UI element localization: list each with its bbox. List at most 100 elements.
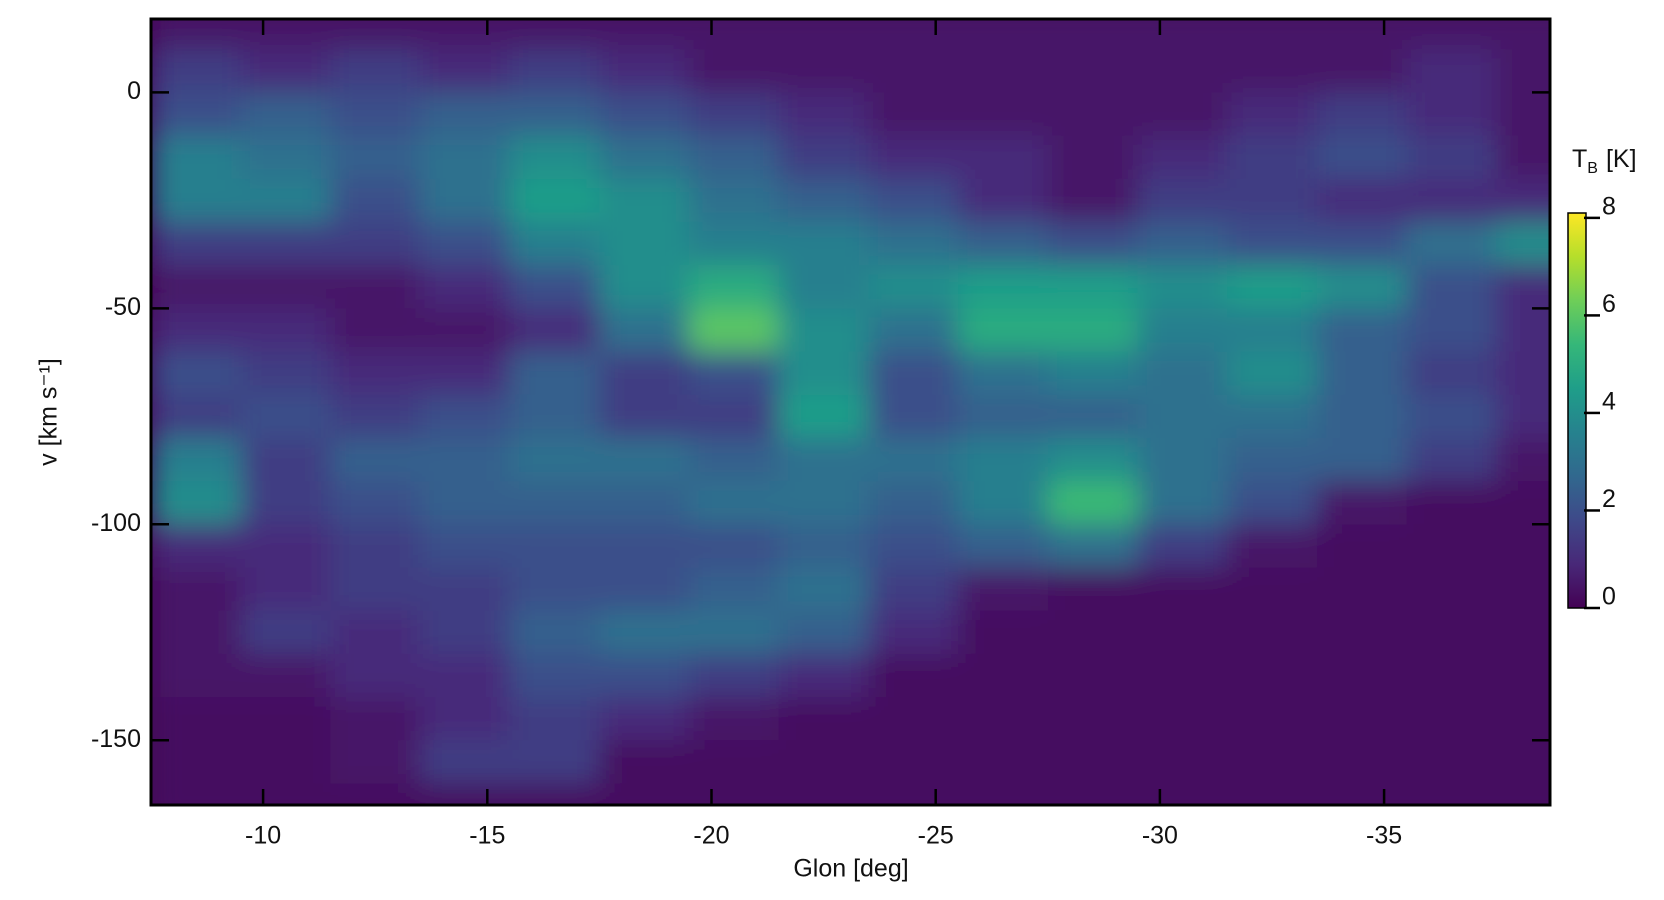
- heat-cell: [509, 437, 600, 482]
- heat-cell: [958, 308, 1049, 353]
- heat-cell: [240, 221, 331, 266]
- heat-cell: [868, 135, 959, 180]
- heat-cell: [1047, 178, 1138, 223]
- heat-cell: [689, 610, 780, 655]
- heat-cell: [1227, 221, 1318, 266]
- heat-cell: [868, 351, 959, 396]
- heat-cell: [1496, 740, 1550, 784]
- heat-cell: [868, 740, 959, 784]
- heat-cell: [1137, 92, 1228, 137]
- heat-cell: [1406, 567, 1497, 612]
- heat-cell: [958, 653, 1049, 698]
- heat-cell: [240, 524, 331, 568]
- heat-cell: [420, 394, 511, 439]
- heat-cell: [240, 351, 331, 396]
- heat-cell: [1047, 697, 1138, 741]
- heat-cell: [958, 610, 1049, 655]
- heat-cell: [778, 653, 869, 698]
- heat-cell: [868, 524, 959, 568]
- heat-cell: [868, 653, 959, 698]
- heat-cell: [1496, 221, 1550, 266]
- heat-cell: [1496, 783, 1550, 805]
- heat-cell: [1406, 178, 1497, 223]
- colorbar-label-sub: B: [1587, 160, 1598, 177]
- heat-cell: [1496, 308, 1550, 353]
- heat-cell: [1137, 19, 1228, 50]
- heat-cell: [689, 697, 780, 741]
- heat-cell: [240, 610, 331, 655]
- heat-cell: [689, 92, 780, 137]
- heat-cell: [1496, 394, 1550, 439]
- x-tick-label: -15: [469, 822, 505, 850]
- heat-cell: [240, 394, 331, 439]
- colorbar-tick-label: 2: [1602, 485, 1616, 513]
- heat-cell: [330, 221, 421, 266]
- heat-cell: [689, 740, 780, 784]
- heat-cell: [1137, 567, 1228, 612]
- heat-cell: [1316, 697, 1408, 741]
- heat-cell: [958, 783, 1049, 805]
- heat-cell: [689, 524, 780, 568]
- heat-cell: [599, 783, 690, 805]
- heat-cell: [1137, 481, 1228, 525]
- heat-cell: [1227, 394, 1318, 439]
- heat-cell: [330, 783, 421, 805]
- x-tick-label: -20: [693, 822, 729, 850]
- heat-cell: [1047, 653, 1138, 698]
- heat-cell: [1047, 610, 1138, 655]
- heat-cell: [1406, 524, 1497, 568]
- heat-cell: [1227, 265, 1318, 309]
- heat-cell: [958, 265, 1049, 309]
- heat-cell: [420, 610, 511, 655]
- heat-cell: [1047, 19, 1138, 50]
- heat-cell: [868, 697, 959, 741]
- heat-cell: [599, 265, 690, 309]
- heat-cell: [958, 437, 1049, 482]
- heat-cell: [420, 437, 511, 482]
- heat-cell: [330, 610, 421, 655]
- heat-cell: [420, 740, 511, 784]
- heat-cell: [330, 135, 421, 180]
- heat-cell: [420, 524, 511, 568]
- heat-cell: [1227, 437, 1318, 482]
- heat-cell: [1406, 265, 1497, 309]
- heat-cell: [958, 178, 1049, 223]
- heat-cell: [1137, 221, 1228, 266]
- heat-cell: [509, 265, 600, 309]
- heat-cell: [240, 135, 331, 180]
- heat-cell: [1406, 49, 1497, 93]
- heat-cell: [330, 481, 421, 525]
- heat-cell: [151, 308, 242, 353]
- heat-cell: [420, 308, 511, 353]
- heat-cell: [1406, 783, 1497, 805]
- heat-cell: [151, 351, 242, 396]
- heat-cell: [330, 19, 421, 50]
- heat-cell: [1316, 135, 1408, 180]
- heat-cell: [509, 567, 600, 612]
- heat-cell: [958, 524, 1049, 568]
- heat-cell: [778, 49, 869, 93]
- heat-cell: [1227, 697, 1318, 741]
- heat-cell: [151, 437, 242, 482]
- heat-cell: [509, 481, 600, 525]
- heat-cell: [330, 265, 421, 309]
- heat-cell: [1047, 783, 1138, 805]
- heat-cell: [151, 610, 242, 655]
- heat-cell: [1496, 178, 1550, 223]
- heat-cell: [599, 394, 690, 439]
- heat-cell: [1047, 221, 1138, 266]
- heat-cell: [240, 481, 331, 525]
- heat-cell: [1496, 135, 1550, 180]
- y-axis-label: v [km s⁻¹]: [35, 358, 63, 466]
- heat-cell: [509, 308, 600, 353]
- heat-cell: [689, 351, 780, 396]
- heat-cell: [1316, 351, 1408, 396]
- heat-cell: [1496, 653, 1550, 698]
- heat-cell: [1227, 524, 1318, 568]
- heat-cell: [151, 481, 242, 525]
- heat-cell: [1406, 19, 1497, 50]
- heat-cell: [240, 265, 331, 309]
- heat-cell: [958, 221, 1049, 266]
- heat-cell: [1496, 265, 1550, 309]
- heat-cell: [330, 178, 421, 223]
